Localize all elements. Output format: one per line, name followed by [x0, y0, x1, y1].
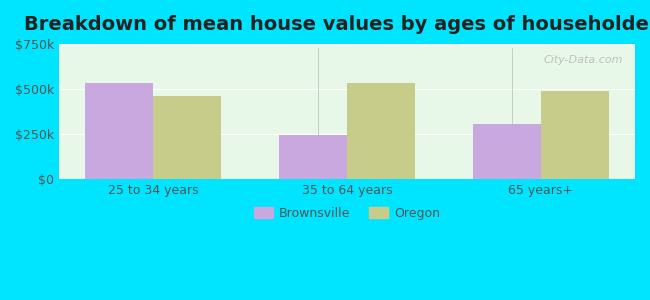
Bar	[473, 124, 541, 179]
Bar	[347, 83, 415, 179]
Bar	[153, 96, 221, 179]
Bar	[85, 83, 153, 179]
Text: City-Data.com: City-Data.com	[544, 55, 623, 65]
Title: Breakdown of mean house values by ages of householders: Breakdown of mean house values by ages o…	[24, 15, 650, 34]
Legend: Brownsville, Oregon: Brownsville, Oregon	[249, 202, 445, 225]
Bar	[280, 135, 347, 179]
Bar	[541, 91, 609, 179]
